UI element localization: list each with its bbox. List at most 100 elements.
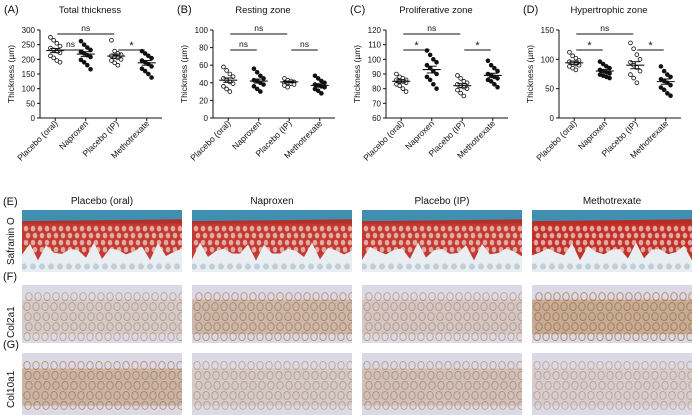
- chart-title: Proliferative zone: [399, 5, 472, 16]
- data-point: [149, 55, 154, 61]
- data-point: [658, 64, 664, 69]
- data-point: [495, 76, 500, 81]
- data-point: [315, 88, 321, 94]
- y-tick-label: 40: [199, 79, 208, 88]
- data-point: [576, 58, 582, 63]
- histology-image-safranin: [532, 210, 692, 272]
- data-point: [251, 84, 257, 89]
- significance-label: ns: [600, 23, 609, 33]
- data-point: [628, 40, 633, 46]
- y-tick-label: 100: [22, 85, 36, 94]
- chart-panel-c: (C) Proliferative zone 60 70 80 90 100 110 120 Th…: [346, 0, 519, 200]
- y-tick-label: 80: [372, 85, 381, 94]
- y-tick-label: 100: [541, 55, 555, 64]
- y-tick-label: 250: [22, 41, 36, 50]
- data-point: [149, 75, 154, 80]
- data-point: [427, 52, 433, 58]
- x-tick-label: Placebo (oral): [534, 118, 579, 163]
- y-tick-label: 80: [199, 44, 208, 53]
- data-point: [492, 81, 497, 87]
- data-point: [488, 79, 494, 84]
- significance-label: *: [129, 40, 134, 52]
- y-tick-label: 200: [22, 55, 36, 64]
- data-point: [403, 89, 409, 94]
- data-point: [51, 55, 56, 61]
- y-tick-label: 0: [31, 114, 36, 123]
- data-point: [254, 86, 260, 92]
- histology-micrograph: [192, 210, 352, 272]
- data-point: [394, 71, 399, 77]
- data-point: [112, 48, 117, 54]
- significance-label: *: [648, 40, 653, 52]
- y-tick-label: 110: [368, 41, 381, 50]
- significance-label: ns: [427, 23, 436, 33]
- data-point: [434, 59, 439, 65]
- y-tick-label: 0: [204, 114, 209, 123]
- histology-image-col10: [362, 353, 522, 415]
- data-point: [254, 69, 260, 75]
- histology-image-col2: [192, 285, 352, 343]
- data-point: [455, 87, 460, 93]
- data-point: [668, 74, 673, 80]
- histology-image-safranin: [192, 210, 352, 272]
- y-tick-label: 60: [199, 61, 208, 70]
- y-tick-label: 300: [22, 26, 36, 35]
- histology-image-col2: [22, 285, 182, 343]
- data-point: [431, 81, 436, 87]
- data-point: [142, 68, 148, 74]
- data-point: [81, 42, 87, 47]
- panel-letter: (E): [3, 196, 18, 208]
- x-tick-label: Placebo (oral): [15, 118, 60, 163]
- chart-panel-a: (A) Total thickness 0 50 100 150 200 250 300 Thic…: [0, 0, 173, 200]
- histology-image-safranin: [362, 210, 522, 272]
- data-point: [461, 93, 467, 99]
- data-point: [495, 68, 500, 74]
- y-tick-label: 20: [199, 96, 208, 105]
- data-point: [221, 64, 226, 70]
- histology-row-label: Col10a1: [6, 370, 17, 408]
- data-point: [85, 62, 90, 68]
- panel-letter: (C): [350, 4, 365, 16]
- data-point: [146, 71, 151, 77]
- data-point: [88, 54, 93, 60]
- data-point: [573, 55, 579, 61]
- x-tick-label: Placebo (oral): [361, 118, 406, 163]
- data-point: [458, 90, 463, 96]
- data-point: [661, 68, 667, 74]
- data-point: [576, 62, 582, 68]
- data-point: [492, 65, 497, 71]
- histology-micrograph: [362, 285, 522, 343]
- histology-micrograph: [532, 210, 692, 272]
- x-tick-label: Placebo (oral): [188, 118, 233, 163]
- data-point: [665, 72, 670, 77]
- y-tick-label: 150: [22, 70, 36, 79]
- data-point: [661, 87, 667, 93]
- data-point: [227, 71, 233, 77]
- data-point: [455, 73, 460, 78]
- data-point: [312, 73, 318, 79]
- chart-title: Hypertrophic zone: [570, 5, 647, 16]
- histology-image-col10: [192, 353, 352, 415]
- data-point: [431, 57, 436, 62]
- y-axis-label: Thickness (µm): [179, 45, 189, 103]
- data-point: [631, 46, 636, 52]
- data-point: [400, 86, 406, 91]
- chart-panel-d: (D) Hypertrophic zone 0 50 100 150 Thickness (…: [519, 0, 692, 200]
- significance-label: *: [414, 40, 419, 52]
- data-point: [570, 53, 575, 59]
- y-axis-label: Thickness (µm): [525, 45, 535, 103]
- chart-title: Total thickness: [59, 5, 122, 16]
- histology-column-title: Methotrexate: [582, 196, 642, 207]
- data-point: [139, 66, 145, 72]
- y-tick-label: 150: [541, 26, 555, 35]
- y-tick-label: 0: [550, 114, 555, 123]
- chart-panel-b: (B) Resting zone 0 20 40 60 80 100 Thickness (µm…: [173, 0, 346, 200]
- data-point: [567, 49, 572, 55]
- significance-label: ns: [300, 39, 309, 49]
- chart-svg: (C) Proliferative zone 60 70 80 90 100 110 120 Th…: [350, 4, 508, 163]
- significance-label: ns: [239, 39, 248, 49]
- y-tick-label: 90: [372, 70, 381, 79]
- panel-letter: (B): [177, 4, 192, 16]
- data-point: [628, 72, 633, 77]
- data-point: [637, 57, 643, 62]
